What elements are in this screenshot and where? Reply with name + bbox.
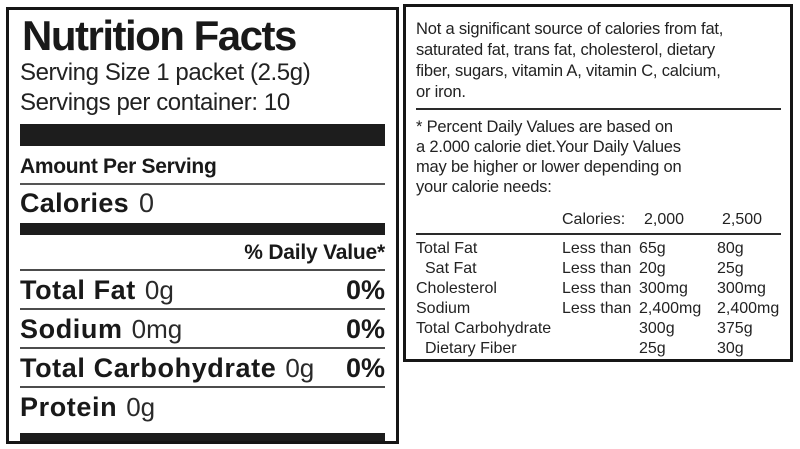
ref-qualifier: Less than (562, 240, 632, 257)
amount-per-serving-label: Amount Per Serving (20, 155, 217, 178)
ref-value-2500: 2,400mg (717, 300, 780, 317)
reference-table-row: Total Fat Less than 65g 80g (416, 239, 781, 259)
nutrient-row: Total Carbohydrate 0g 0% (20, 347, 385, 386)
nutrient-name: Sodium (20, 314, 123, 344)
daily-value-header: % Daily Value* (244, 241, 385, 264)
thin-rule (20, 183, 385, 185)
nutrient-row: Sodium 0mg 0% (20, 308, 385, 347)
reference-table: Calories: 2,000 2,500 Total Fat Less tha… (416, 210, 781, 359)
nutrition-facts-panel: Nutrition Facts Serving Size 1 packet (2… (6, 7, 399, 444)
reference-table-row: Cholesterol Less than 300mg 300mg (416, 279, 781, 299)
reference-table-row: Sodium Less than 2,400mg 2,400mg (416, 299, 781, 319)
nutrient-row: Total Fat 0g 0% (20, 269, 385, 308)
divider-bar-bottom (20, 433, 385, 441)
ref-name: Cholesterol (416, 280, 497, 297)
ref-value-2500: 25g (717, 260, 744, 277)
header-spacer (416, 210, 562, 230)
header-col-2500: 2,500 (722, 211, 763, 228)
not-significant-note: Not a significant source of calories fro… (416, 20, 724, 101)
nutrient-name: Protein (20, 392, 118, 422)
nutrient-amount: 0mg (131, 314, 183, 344)
ref-value-2000: 300mg (639, 280, 688, 297)
ref-name: Sat Fat (425, 260, 477, 277)
ref-name: Total Fat (416, 240, 478, 257)
ref-value-2000: 20g (639, 260, 666, 277)
ref-name: Total Carbohydrate (416, 320, 552, 337)
divider-bar-top (20, 124, 385, 146)
note-divider (416, 108, 781, 110)
table-header-divider (416, 233, 781, 235)
nutrient-amount: 0g (285, 353, 315, 383)
reference-table-row: Sat Fat Less than 20g 25g (416, 259, 781, 279)
header-calories-label: Calories: (562, 211, 626, 228)
calories-row: Calories 0 (20, 188, 385, 219)
side-panel: Not a significant source of calories fro… (403, 4, 793, 362)
ref-value-2000: 25g (639, 340, 666, 357)
servings-per-container: Servings per container: 10 (20, 89, 290, 116)
nutrient-amount: 0g (144, 275, 174, 305)
ref-value-2500: 300mg (717, 280, 766, 297)
ref-value-2000: 300g (639, 320, 675, 337)
ref-value-2500: 30g (717, 340, 744, 357)
nutrient-row: Protein 0g (20, 386, 385, 425)
ref-name: Dietary Fiber (425, 340, 517, 357)
ref-qualifier: Less than (562, 300, 632, 317)
nutrient-daily-value: 0% (345, 275, 385, 305)
calories-label: Calories (20, 188, 129, 218)
ref-value-2500: 375g (717, 320, 753, 337)
ref-name: Sodium (416, 300, 471, 317)
ref-qualifier: Less than (562, 260, 632, 277)
nutrient-name: Total Fat (20, 275, 136, 305)
reference-table-header: Calories: 2,000 2,500 (416, 210, 781, 230)
serving-size: Serving Size 1 packet (2.5g) (20, 59, 311, 86)
nutrient-daily-value: 0% (345, 314, 385, 344)
ref-value-2000: 65g (639, 240, 666, 257)
calories-value: 0 (138, 188, 154, 218)
nutrient-name: Total Carbohydrate (20, 353, 277, 383)
nutrient-daily-value: 0% (345, 353, 385, 383)
ref-qualifier (562, 339, 639, 359)
ref-value-2000: 2,400mg (639, 300, 702, 317)
divider-bar-mid (20, 223, 385, 235)
nutrient-amount: 0g (126, 392, 156, 422)
reference-table-row: Dietary Fiber 25g 30g (416, 339, 781, 359)
ref-qualifier (562, 319, 639, 339)
ref-value-2500: 80g (717, 240, 744, 257)
reference-table-row: Total Carbohydrate 300g 375g (416, 319, 781, 339)
nutrition-facts-title: Nutrition Facts (22, 12, 297, 59)
daily-values-footnote: * Percent Daily Values are based on a 2.… (416, 118, 682, 196)
ref-qualifier: Less than (562, 280, 632, 297)
header-col-2000: 2,000 (644, 211, 685, 228)
